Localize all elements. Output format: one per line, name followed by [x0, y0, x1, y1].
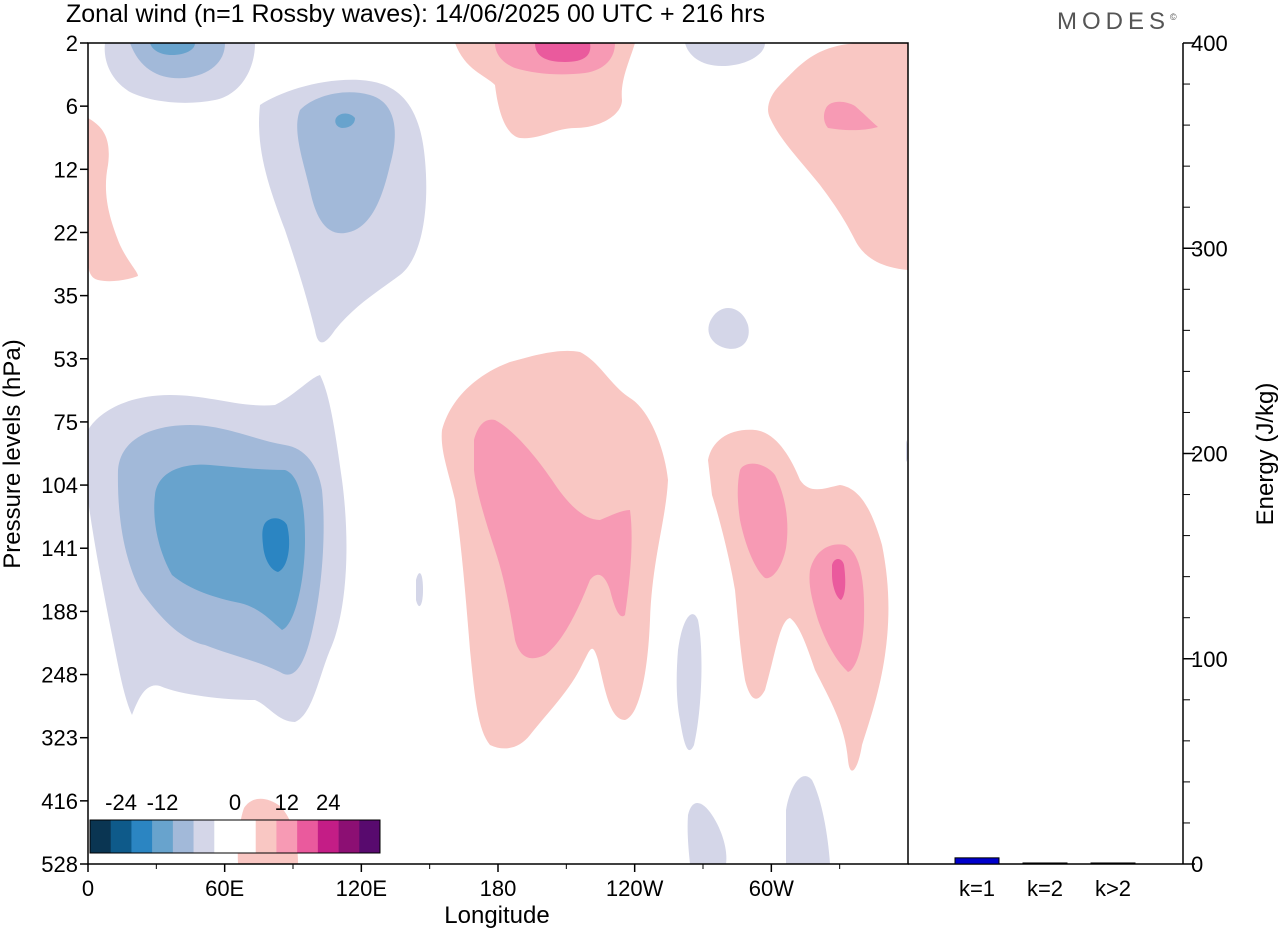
y-tick-label: 22	[54, 220, 78, 245]
y-tick-label: 35	[54, 284, 78, 309]
colorbar-swatch	[235, 820, 257, 853]
colorbar-swatch	[110, 820, 132, 853]
energy-bars: k=1 k=2 k>2	[954, 857, 1136, 901]
y-tick-label: 12	[54, 157, 78, 182]
energy-tick-label: 300	[1191, 236, 1228, 261]
colorbar-swatch	[338, 820, 360, 853]
y-tick-label: 6	[66, 94, 78, 119]
y-axis-label: Pressure levels (hPa)	[0, 339, 26, 568]
energy-panel	[908, 43, 1184, 865]
contour-negative-lev3	[154, 464, 305, 630]
contour-negative-lev1	[676, 614, 702, 751]
colorbar-swatch	[214, 820, 236, 853]
energy-bar	[1090, 862, 1136, 865]
colorbar: -24 -12 0 12 24	[89, 790, 381, 854]
colorbar-swatch	[172, 820, 194, 853]
x-axis-label: Longitude	[444, 902, 549, 929]
energy-y-label: Energy (J/kg)	[1252, 383, 1279, 526]
contour-positive-lev2	[823, 101, 878, 131]
energy-category-label: k=1	[959, 876, 995, 901]
contour-positive-lev3	[535, 43, 591, 62]
x-tick-label: 120W	[606, 876, 664, 901]
energy-category-label: k=2	[1027, 876, 1063, 901]
energy-tick-label: 200	[1191, 442, 1228, 467]
colorbar-swatch	[317, 820, 339, 853]
y-tick-label: 141	[41, 536, 78, 561]
y-tick-label: 248	[41, 663, 78, 688]
y-tick-label: 323	[41, 726, 78, 751]
y-tick-label: 75	[54, 410, 78, 435]
colorbar-tick-label: -24	[105, 790, 137, 815]
y-tick-label: 416	[41, 789, 78, 814]
y-tick-label: 528	[41, 852, 78, 877]
contour-positive-lev2	[809, 544, 865, 672]
y-axis-pressure: 2 6 12 22 35 53 75 104 141 188 248 323 416 528	[41, 31, 88, 877]
colorbar-swatch	[255, 820, 277, 853]
contour-negative-lev2	[130, 43, 225, 79]
colorbar-swatch	[152, 820, 174, 853]
contour-positive-lev1	[88, 118, 138, 282]
contour-negative-lev2	[297, 92, 395, 234]
x-tick-label: 60E	[205, 876, 244, 901]
contour-positive-lev3	[832, 559, 846, 600]
colorbar-tick-label: 24	[316, 790, 340, 815]
energy-tick-label: 400	[1191, 31, 1228, 56]
x-tick-label: 180	[480, 876, 517, 901]
colorbar-swatch	[359, 820, 381, 853]
y-tick-label: 104	[41, 473, 78, 498]
x-tick-label: 60W	[749, 876, 794, 901]
contour-field	[88, 43, 908, 864]
colorbar-swatch	[276, 820, 298, 853]
energy-tick-label: 0	[1191, 852, 1203, 877]
contour-positive-lev2	[474, 419, 632, 659]
contour-negative-lev1	[708, 308, 749, 349]
brand-mark: ©	[1170, 12, 1177, 22]
contour-positive-lev1	[768, 43, 908, 270]
colorbar-swatch	[297, 820, 319, 853]
modes-logo: MODES©	[1057, 8, 1177, 36]
colorbar-swatch	[193, 820, 215, 853]
y-tick-label: 188	[41, 599, 78, 624]
energy-bar	[1022, 862, 1068, 865]
colorbar-tick-label: 0	[229, 790, 241, 815]
colorbar-tick-label: -12	[147, 790, 179, 815]
energy-category-label: k>2	[1095, 876, 1131, 901]
energy-bar	[954, 857, 1000, 865]
energy-tick-label: 100	[1191, 647, 1228, 672]
x-tick-label: 120E	[336, 876, 387, 901]
contour-negative-lev1	[786, 776, 830, 864]
contour-negative-lev1	[416, 573, 423, 607]
contour-negative-lev3	[150, 43, 195, 55]
contour-positive-lev2	[737, 463, 788, 579]
colorbar-frame	[89, 819, 381, 854]
brand-text: MODES	[1057, 8, 1171, 35]
contour-negative-lev1	[687, 802, 727, 864]
x-tick-label: 0	[82, 876, 94, 901]
contour-negative-lev4	[262, 518, 290, 572]
colorbar-tick-label: 12	[275, 790, 299, 815]
colorbar-swatch	[90, 820, 112, 853]
contour-negative-lev1	[685, 43, 765, 66]
y-tick-label: 53	[54, 347, 78, 372]
x-axis-longitude: 0 60E 120E 180 120W 60W	[82, 864, 841, 901]
contour-negative-lev3	[335, 113, 355, 128]
y-tick-label: 2	[66, 31, 78, 56]
energy-y-axis: 0 100 200 300 400	[1183, 31, 1228, 877]
colorbar-swatch	[131, 820, 153, 853]
chart-title: Zonal wind (n=1 Rossby waves): 14/06/202…	[66, 0, 765, 28]
